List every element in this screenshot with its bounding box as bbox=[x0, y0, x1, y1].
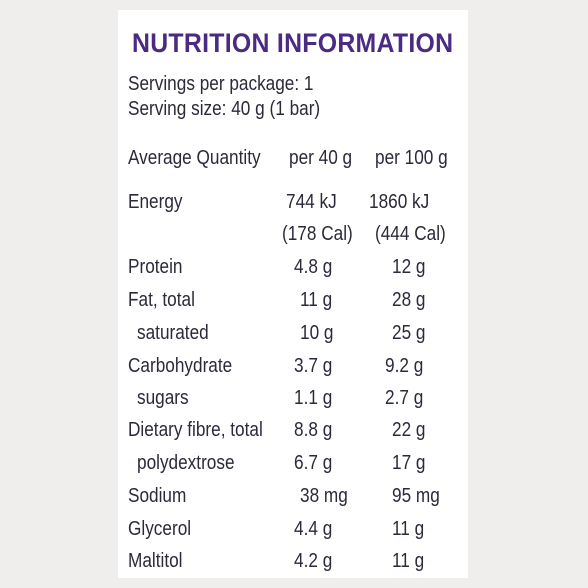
row-energy-per-100g: 1860 kJ bbox=[369, 191, 430, 213]
row-glycerol-name: Glycerol bbox=[128, 518, 192, 540]
row-polydextrose-per-serving: 6.7 g bbox=[294, 452, 333, 474]
row-sugars-name: sugars bbox=[137, 387, 189, 409]
row-fat-total-name: Fat, total bbox=[128, 289, 195, 311]
row-protein-per-serving: 4.8 g bbox=[294, 256, 333, 278]
row-polydextrose-name: polydextrose bbox=[137, 452, 235, 474]
row-energy-cal-per-serving: (178 Cal) bbox=[282, 223, 353, 245]
row-polydextrose-per-100g: 17 g bbox=[392, 452, 426, 474]
row-sodium-per-serving: 38 mg bbox=[300, 485, 348, 507]
header-per-100g: per 100 g bbox=[375, 147, 448, 169]
row-dietary-fibre-name: Dietary fibre, total bbox=[128, 419, 263, 441]
row-maltitol-per-serving: 4.2 g bbox=[294, 550, 333, 572]
row-protein-per-100g: 12 g bbox=[392, 256, 426, 278]
row-energy-name: Energy bbox=[128, 191, 183, 213]
row-carbohydrate-per-serving: 3.7 g bbox=[294, 355, 333, 377]
row-energy-per-serving: 744 kJ bbox=[286, 191, 337, 213]
header-average-quantity: Average Quantity bbox=[128, 147, 261, 169]
row-dietary-fibre-per-serving: 8.8 g bbox=[294, 419, 333, 441]
row-carbohydrate-per-100g: 9.2 g bbox=[385, 355, 424, 377]
row-carbohydrate-name: Carbohydrate bbox=[128, 355, 233, 377]
row-maltitol-per-100g: 11 g bbox=[392, 550, 425, 572]
serving-size: Serving size: 40 g (1 bar) bbox=[128, 98, 321, 120]
row-protein-name: Protein bbox=[128, 256, 183, 278]
row-glycerol-per-100g: 11 g bbox=[392, 518, 425, 540]
row-sugars-per-serving: 1.1 g bbox=[294, 387, 333, 409]
row-dietary-fibre-per-100g: 22 g bbox=[392, 419, 426, 441]
row-saturated-name: saturated bbox=[137, 322, 209, 344]
row-sodium-per-100g: 95 mg bbox=[392, 485, 440, 507]
row-saturated-per-100g: 25 g bbox=[392, 322, 426, 344]
row-maltitol-name: Maltitol bbox=[128, 550, 183, 572]
row-fat-total-per-100g: 28 g bbox=[392, 289, 426, 311]
row-glycerol-per-serving: 4.4 g bbox=[294, 518, 333, 540]
row-sugars-per-100g: 2.7 g bbox=[385, 387, 424, 409]
nutrition-panel: NUTRITION INFORMATION Servings per packa… bbox=[118, 10, 468, 578]
row-sodium-name: Sodium bbox=[128, 485, 187, 507]
servings-per-package: Servings per package: 1 bbox=[128, 73, 314, 95]
row-saturated-per-serving: 10 g bbox=[300, 322, 334, 344]
nutrition-title: NUTRITION INFORMATION bbox=[132, 28, 454, 58]
row-fat-total-per-serving: 11 g bbox=[300, 289, 333, 311]
header-per-serving: per 40 g bbox=[289, 147, 353, 169]
row-energy-cal-per-100g: (444 Cal) bbox=[375, 223, 446, 245]
